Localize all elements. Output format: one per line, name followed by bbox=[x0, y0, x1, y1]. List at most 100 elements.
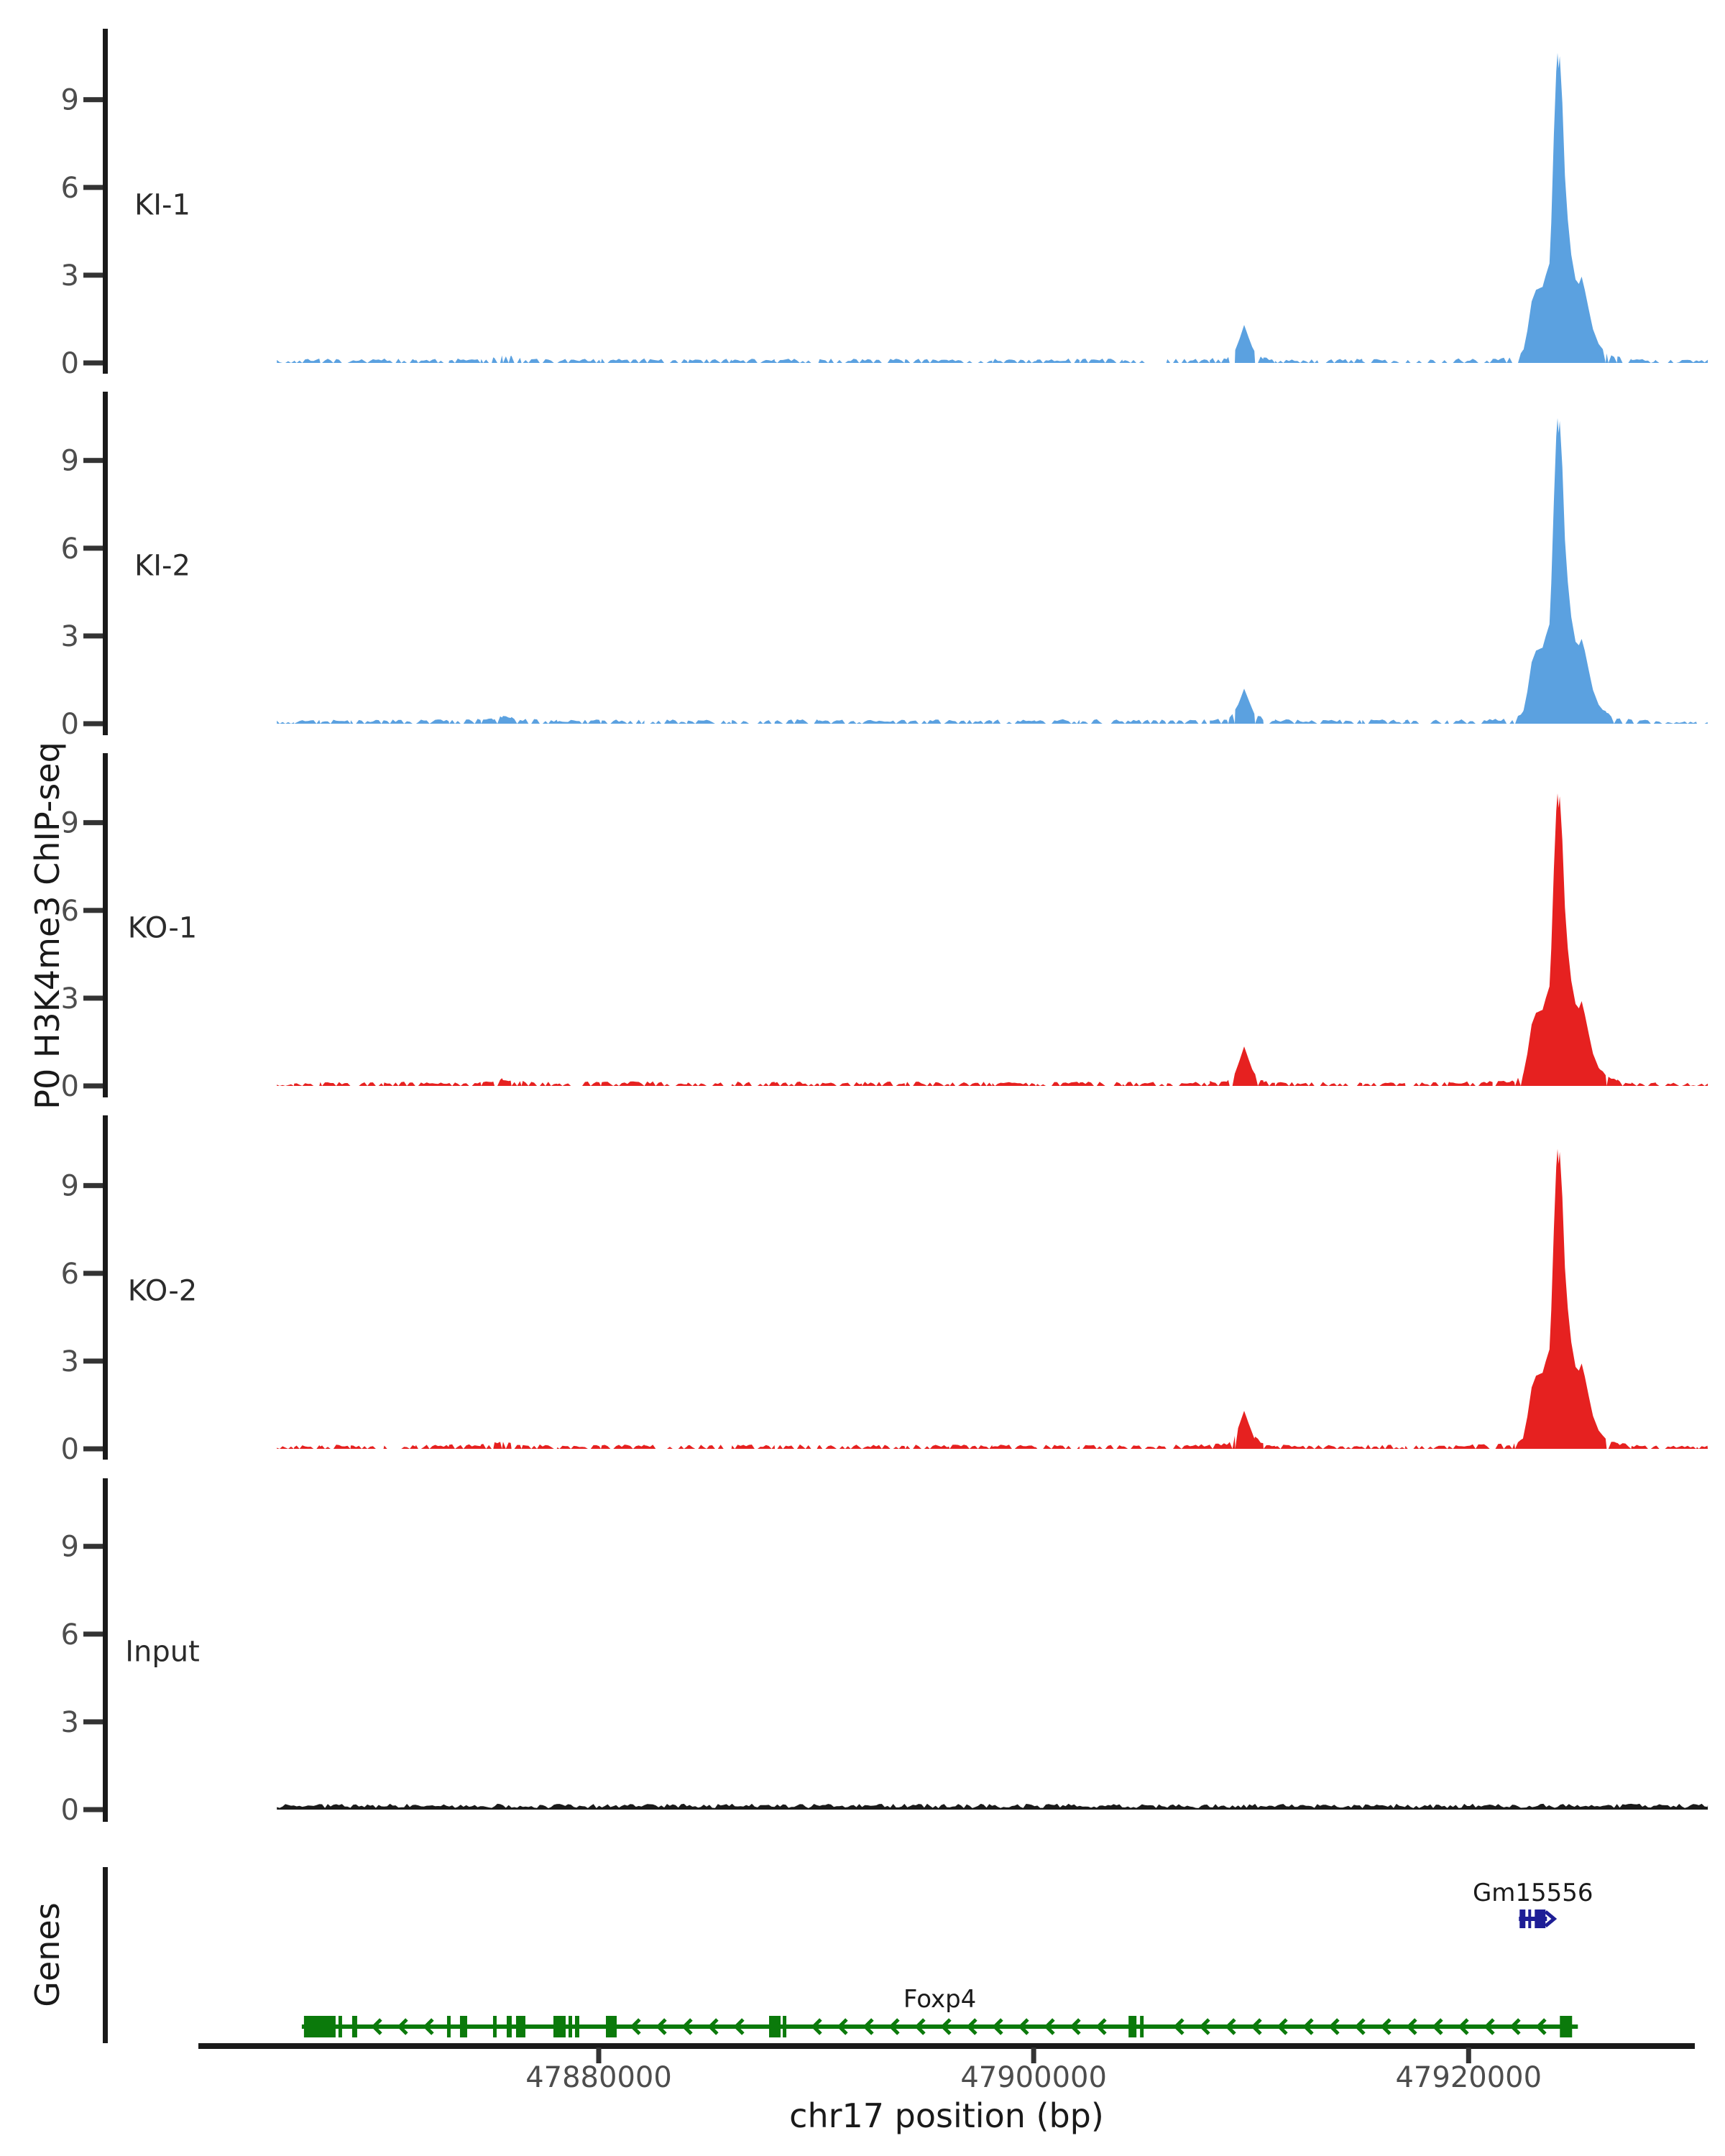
strand-arrow-left bbox=[1251, 2018, 1262, 2035]
y-tick-mark bbox=[83, 272, 103, 278]
y-axis-spine bbox=[103, 753, 108, 1097]
gene-exon bbox=[769, 2016, 781, 2037]
y-tick-label: 9 bbox=[61, 445, 79, 478]
track-panel-ko-1: 0 3 6 9 KO-1 bbox=[61, 753, 1708, 1103]
strand-arrow-left bbox=[397, 2018, 408, 2035]
strand-arrow-right bbox=[1544, 1910, 1558, 1927]
y-tick-mark bbox=[83, 458, 103, 464]
signal-area-ki-1 bbox=[277, 52, 1708, 363]
y-tick-label: 6 bbox=[61, 1258, 79, 1291]
y-axis-spine bbox=[103, 392, 108, 735]
strand-arrow-left bbox=[940, 2018, 952, 2035]
y-tick-mark bbox=[83, 995, 103, 1001]
gene-exon bbox=[459, 2016, 467, 2037]
y-axis-title: P0 H3K4me3 ChIP-seq bbox=[28, 742, 67, 1110]
gene-name-label: Foxp4 bbox=[903, 1985, 976, 2014]
strand-arrow-left bbox=[656, 2018, 667, 2035]
gene-exon bbox=[1560, 2016, 1573, 2037]
strand-arrow-left bbox=[1354, 2018, 1366, 2035]
strand-arrow-left bbox=[1225, 2018, 1236, 2035]
gene-body-line bbox=[1519, 1917, 1547, 1921]
strand-arrow-left bbox=[1380, 2018, 1392, 2035]
strand-arrow-left bbox=[1095, 2018, 1107, 2035]
strand-arrow-left bbox=[914, 2018, 926, 2035]
strand-arrow-left bbox=[1458, 2018, 1469, 2035]
y-tick-label: 0 bbox=[61, 1070, 79, 1103]
y-tick-mark bbox=[83, 1719, 103, 1725]
track-label: KI-2 bbox=[134, 550, 190, 583]
y-tick-mark bbox=[83, 1083, 103, 1089]
strand-arrow-left bbox=[992, 2018, 1003, 2035]
strand-arrow-left bbox=[1018, 2018, 1029, 2035]
gene-exon bbox=[1528, 1909, 1532, 1928]
genes-axis-title: Genes bbox=[28, 1902, 67, 2007]
y-tick-label: 9 bbox=[61, 1531, 79, 1564]
y-tick-label: 6 bbox=[61, 895, 79, 928]
gene-exon bbox=[338, 2016, 342, 2037]
y-tick-mark bbox=[83, 1358, 103, 1364]
gene-exon bbox=[569, 2016, 572, 2037]
y-tick-mark bbox=[83, 1271, 103, 1276]
y-tick-label: 0 bbox=[61, 1433, 79, 1466]
strand-arrow-left bbox=[811, 2018, 822, 2035]
y-tick-mark bbox=[83, 1544, 103, 1549]
x-tick-mark bbox=[1031, 2047, 1036, 2063]
strand-arrow-left bbox=[1302, 2018, 1314, 2035]
strand-arrow-left bbox=[371, 2018, 382, 2035]
gene-exon bbox=[1535, 1909, 1546, 1928]
y-tick-label: 9 bbox=[61, 84, 79, 117]
gene-exon bbox=[446, 2016, 451, 2037]
strand-arrow-left bbox=[1509, 2018, 1521, 2035]
strand-arrow-left bbox=[630, 2018, 641, 2035]
track-label: KO-2 bbox=[128, 1275, 198, 1308]
strand-arrow-left bbox=[1173, 2018, 1184, 2035]
signal-area-input bbox=[277, 1803, 1708, 1810]
y-tick-label: 0 bbox=[61, 1794, 79, 1827]
x-tick-mark bbox=[596, 2047, 602, 2063]
gene-exon bbox=[783, 2016, 787, 2037]
y-tick-label: 6 bbox=[61, 533, 79, 566]
strand-arrow-left bbox=[1484, 2018, 1495, 2035]
strand-arrow-left bbox=[1406, 2018, 1417, 2035]
gene-exon bbox=[515, 2016, 525, 2037]
y-tick-label: 3 bbox=[61, 982, 79, 1015]
y-tick-label: 6 bbox=[61, 1618, 79, 1651]
y-axis-spine bbox=[103, 29, 108, 374]
y-tick-mark bbox=[83, 820, 103, 826]
genes-panel: Foxp4 Gm15556 bbox=[103, 1867, 1593, 2043]
strand-arrow-left bbox=[1535, 2018, 1547, 2035]
strand-arrow-left bbox=[707, 2018, 719, 2035]
x-axis-line bbox=[198, 2043, 1695, 2049]
genes-axis-spine bbox=[103, 1867, 108, 2043]
y-tick-mark bbox=[83, 633, 103, 639]
strand-arrow-left bbox=[862, 2018, 874, 2035]
y-tick-label: 3 bbox=[61, 1345, 79, 1378]
y-tick-mark bbox=[83, 97, 103, 103]
strand-arrow-left bbox=[423, 2018, 434, 2035]
x-tick-mark bbox=[1466, 2047, 1471, 2063]
y-tick-mark bbox=[83, 545, 103, 551]
y-tick-label: 3 bbox=[61, 620, 79, 653]
y-tick-mark bbox=[83, 185, 103, 190]
strand-arrow-left bbox=[1070, 2018, 1081, 2035]
gene-exon bbox=[506, 2016, 512, 2037]
gene-exon bbox=[553, 2016, 566, 2037]
track-panel-ki-2: 0 3 6 9 KI-2 bbox=[61, 392, 1708, 741]
y-tick-mark bbox=[83, 1183, 103, 1189]
gene-model-foxp4: Foxp4 bbox=[301, 1985, 1578, 2037]
y-tick-label: 6 bbox=[61, 172, 79, 205]
strand-arrow-left bbox=[733, 2018, 745, 2035]
y-tick-mark bbox=[83, 1446, 103, 1452]
track-panel-input: 0 3 6 9 Input bbox=[61, 1478, 1708, 1827]
y-tick-mark bbox=[83, 908, 103, 913]
x-tick-label: 47880000 bbox=[525, 2061, 672, 2094]
axis-titles: P0 H3K4me3 ChIP-seq Genes bbox=[28, 742, 67, 2007]
y-tick-label: 3 bbox=[61, 1706, 79, 1739]
track-panel-ko-2: 0 3 6 9 KO-2 bbox=[61, 1115, 1708, 1466]
gene-exon bbox=[1128, 2016, 1137, 2037]
y-axis-spine bbox=[103, 1115, 108, 1460]
gene-exon bbox=[351, 2016, 357, 2037]
y-tick-mark bbox=[83, 1631, 103, 1637]
